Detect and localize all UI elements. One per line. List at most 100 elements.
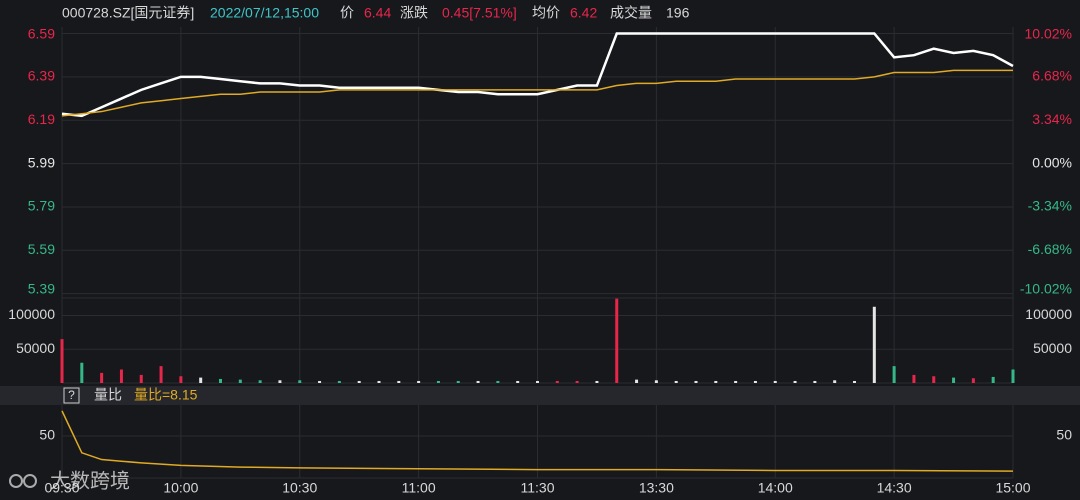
ratio-label: 量比 bbox=[94, 387, 122, 403]
y-tick-label: 5.79 bbox=[28, 198, 55, 214]
volume-bar bbox=[595, 380, 599, 383]
volume: 196 bbox=[666, 5, 690, 21]
volume-bar bbox=[496, 380, 500, 383]
y2-tick-label: -10.02% bbox=[1020, 281, 1072, 297]
volume-bar bbox=[179, 376, 183, 383]
x-tick-label: 14:30 bbox=[877, 480, 912, 496]
x-tick-label: 15:00 bbox=[995, 480, 1030, 496]
x-tick-label: 09:30 bbox=[44, 480, 79, 496]
volume-bar bbox=[694, 380, 698, 383]
y-tick-label: 6.39 bbox=[28, 68, 55, 84]
y2-tick-label: -3.34% bbox=[1028, 198, 1072, 214]
volume-bar bbox=[813, 380, 817, 383]
volume-bar bbox=[793, 380, 797, 383]
volume-bar bbox=[417, 380, 421, 383]
y-tick-label: 50 bbox=[39, 427, 55, 443]
volume-bar bbox=[991, 376, 995, 383]
volume-bar bbox=[516, 380, 520, 383]
volume-bar bbox=[298, 380, 302, 383]
watermark-icon bbox=[23, 474, 37, 488]
price-label: 价 bbox=[340, 5, 354, 21]
volume-bar bbox=[575, 380, 579, 383]
volume-bar bbox=[714, 380, 718, 383]
volume-bar bbox=[258, 380, 262, 383]
price-line bbox=[61, 32, 1014, 118]
y-tick-label: 5.99 bbox=[28, 154, 55, 170]
avg: 6.42 bbox=[570, 5, 597, 21]
volume-bar bbox=[1011, 369, 1015, 383]
y2-tick-label: 10.02% bbox=[1025, 26, 1072, 42]
change: 0.45[7.51%] bbox=[442, 5, 517, 21]
y-tick-label-right: 50 bbox=[1056, 427, 1072, 443]
volume-bar bbox=[892, 366, 896, 383]
volume-bar bbox=[318, 380, 322, 383]
volume-bar bbox=[119, 369, 123, 383]
x-tick-label: 11:30 bbox=[521, 480, 555, 496]
y-tick-label: 5.59 bbox=[28, 241, 55, 257]
y-tick-label: 6.19 bbox=[28, 111, 55, 127]
volume-bar bbox=[139, 374, 143, 383]
volume-bar bbox=[555, 380, 559, 383]
volume-bar bbox=[853, 380, 856, 383]
volume-bar bbox=[753, 380, 757, 383]
watermark-icon bbox=[9, 474, 23, 488]
volume-bar bbox=[377, 380, 381, 383]
x-tick-label: 10:00 bbox=[163, 480, 198, 496]
x-tick-label: 14:00 bbox=[758, 480, 793, 496]
y-tick-label-right: 100000 bbox=[1025, 306, 1072, 322]
price-line bbox=[61, 410, 1014, 472]
volume-bar bbox=[456, 380, 460, 383]
volume-bar bbox=[219, 378, 222, 383]
datetime: 2022/07/12,15:00 bbox=[210, 5, 319, 21]
price: 6.44 bbox=[364, 5, 391, 21]
volume-bar bbox=[654, 380, 658, 383]
volume-bar bbox=[199, 377, 203, 383]
volume-bar bbox=[159, 366, 163, 383]
volume-bar bbox=[674, 380, 678, 383]
y-tick-label: 6.59 bbox=[28, 26, 55, 42]
x-tick-label: 13:30 bbox=[639, 480, 674, 496]
y-tick-label: 50000 bbox=[16, 340, 55, 356]
volume-bar bbox=[615, 298, 619, 383]
watermark-text: 大数跨境 bbox=[50, 469, 130, 492]
y-tick-label: 100000 bbox=[8, 306, 55, 322]
code: 000728.SZ[国元证券] bbox=[62, 5, 194, 21]
volume-bar bbox=[357, 380, 361, 383]
volume-bar bbox=[932, 376, 936, 383]
volume-bar bbox=[833, 380, 837, 383]
y-tick-label: 5.39 bbox=[28, 281, 55, 297]
x-tick-label: 10:30 bbox=[282, 480, 317, 496]
volume-bar bbox=[436, 380, 440, 383]
volume-bar bbox=[912, 374, 916, 383]
y2-tick-label: -6.68% bbox=[1028, 241, 1072, 257]
header: 000728.SZ[国元证券] 2022/07/12,15:00 价 6.44 … bbox=[62, 5, 690, 21]
volume-bar bbox=[734, 380, 738, 383]
ratio-value: 量比=8.15 bbox=[134, 387, 198, 403]
volume-bar bbox=[971, 378, 975, 383]
y-tick-label-right: 50000 bbox=[1033, 340, 1072, 356]
volume-label: 成交量 bbox=[610, 5, 652, 21]
volume-bar bbox=[60, 339, 64, 383]
x-tick-label: 11:00 bbox=[402, 480, 436, 496]
volume-bar bbox=[337, 380, 341, 383]
price-line bbox=[61, 69, 1013, 117]
avg-label: 均价 bbox=[532, 5, 560, 21]
volume-bar bbox=[773, 380, 777, 383]
y2-tick-label: 3.34% bbox=[1032, 111, 1072, 127]
volume-bar bbox=[278, 380, 282, 383]
watermark: 大数跨境 bbox=[9, 469, 130, 492]
change-label: 涨跌 bbox=[400, 5, 428, 21]
volume-bar bbox=[238, 379, 242, 383]
help-icon[interactable] bbox=[63, 387, 80, 404]
help-icon-mark: ? bbox=[68, 388, 75, 402]
volume-bar bbox=[397, 380, 401, 383]
volume-bar bbox=[635, 379, 639, 383]
volume-bar bbox=[536, 380, 539, 383]
volume-bar bbox=[100, 372, 104, 383]
ratio-header-bar bbox=[0, 386, 1080, 405]
volume-bar bbox=[80, 362, 84, 383]
volume-bar bbox=[476, 380, 480, 383]
volume-bar bbox=[872, 306, 876, 383]
y2-tick-label: 0.00% bbox=[1032, 154, 1072, 170]
